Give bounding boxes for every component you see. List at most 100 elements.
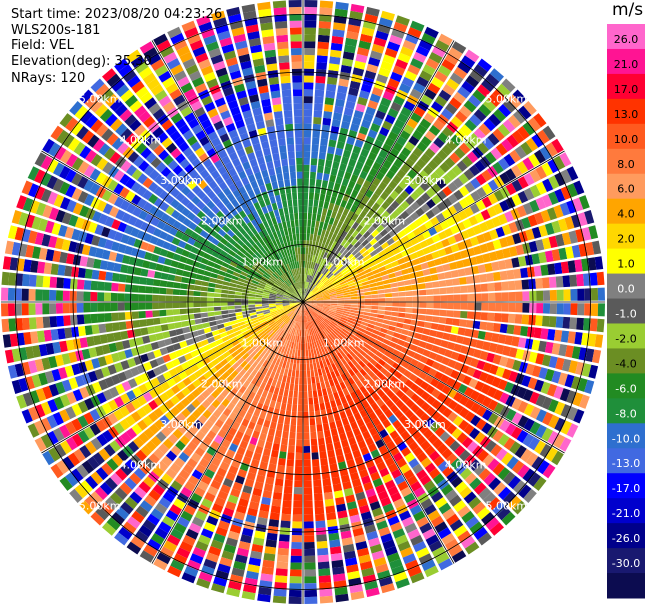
velocity-bin (148, 261, 157, 270)
velocity-bin (512, 359, 522, 371)
velocity-bin (548, 399, 559, 413)
velocity-bin (392, 65, 406, 76)
velocity-bin (437, 527, 452, 540)
velocity-bin (200, 297, 207, 302)
velocity-bin (321, 276, 328, 283)
velocity-bin (359, 227, 367, 236)
velocity-bin (353, 412, 362, 421)
velocity-bin (452, 380, 462, 391)
velocity-bin (422, 328, 431, 336)
velocity-bin (142, 415, 154, 427)
velocity-bin (571, 244, 581, 258)
velocity-bin (255, 379, 263, 388)
velocity-bin (290, 424, 296, 433)
velocity-bin (243, 388, 252, 397)
velocity-bin (303, 473, 312, 481)
velocity-bin (365, 189, 374, 199)
velocity-bin (503, 153, 516, 167)
velocity-bin (372, 433, 382, 443)
velocity-bin (242, 433, 251, 443)
velocity-bin (164, 410, 175, 421)
velocity-bin (541, 162, 554, 177)
velocity-bin (350, 152, 359, 161)
velocity-bin (174, 364, 184, 374)
velocity-bin (350, 304, 358, 308)
velocity-bin (248, 299, 255, 302)
velocity-bin (69, 488, 83, 503)
velocity-bin (376, 389, 386, 398)
velocity-bin (453, 310, 461, 318)
velocity-bin (378, 266, 387, 273)
velocity-bin (395, 534, 408, 546)
velocity-bin (447, 302, 454, 310)
velocity-bin (283, 339, 289, 347)
velocity-bin (118, 283, 126, 292)
velocity-bin (113, 396, 125, 408)
velocity-bin (313, 288, 319, 294)
velocity-bin (334, 361, 341, 370)
velocity-bin (385, 293, 393, 298)
velocity-bin (568, 230, 578, 244)
velocity-bin (230, 396, 239, 406)
velocity-bin (269, 421, 277, 430)
velocity-bin (162, 331, 171, 339)
velocity-bin (597, 303, 605, 317)
velocity-bin (396, 457, 407, 468)
velocity-bin (502, 224, 512, 236)
velocity-bin (303, 281, 306, 289)
velocity-bin (166, 281, 175, 288)
velocity-bin (235, 333, 244, 340)
velocity-bin (133, 328, 142, 337)
velocity-bin (352, 324, 360, 330)
velocity-bin (538, 340, 547, 353)
velocity-bin (387, 515, 400, 526)
velocity-bin (313, 341, 318, 349)
velocity-bin (560, 330, 570, 343)
velocity-bin (409, 180, 419, 190)
velocity-bin (344, 324, 352, 330)
velocity-bin (304, 274, 306, 282)
velocity-bin (375, 110, 386, 120)
velocity-bin (56, 460, 69, 475)
velocity-bin (559, 202, 571, 216)
velocity-bin (317, 368, 323, 376)
velocity-bin (134, 530, 149, 543)
velocity-bin (48, 383, 60, 397)
velocity-bin (330, 348, 337, 356)
velocity-bin (477, 58, 492, 72)
velocity-bin (356, 192, 365, 201)
velocity-bin (464, 267, 473, 276)
velocity-bin (206, 297, 214, 302)
velocity-bin (11, 210, 22, 225)
velocity-bin (458, 198, 469, 209)
velocity-bin (372, 220, 381, 229)
velocity-bin (95, 506, 110, 521)
velocity-bin (320, 275, 326, 282)
velocity-bin (381, 219, 390, 229)
velocity-bin (345, 263, 353, 270)
velocity-bin (308, 292, 314, 298)
velocity-bin (276, 292, 284, 296)
velocity-bin (554, 188, 566, 203)
velocity-bin (104, 239, 114, 250)
velocity-bin (478, 123, 491, 136)
velocity-bin (186, 290, 194, 296)
velocity-bin (481, 78, 495, 92)
velocity-bin (386, 153, 396, 164)
velocity-bin (326, 223, 333, 232)
velocity-bin (277, 328, 283, 336)
velocity-bin (238, 377, 247, 385)
velocity-bin (370, 309, 378, 314)
velocity-bin (83, 412, 95, 425)
velocity-bin (154, 271, 162, 279)
velocity-bin (266, 369, 272, 378)
velocity-bin (481, 512, 495, 526)
velocity-bin (265, 539, 277, 548)
velocity-bin (144, 251, 153, 261)
velocity-bin (124, 245, 133, 255)
velocity-bin (347, 332, 355, 339)
velocity-bin (320, 288, 328, 293)
velocity-bin (344, 143, 354, 152)
velocity-bin (476, 360, 486, 370)
velocity-bin (543, 303, 551, 314)
